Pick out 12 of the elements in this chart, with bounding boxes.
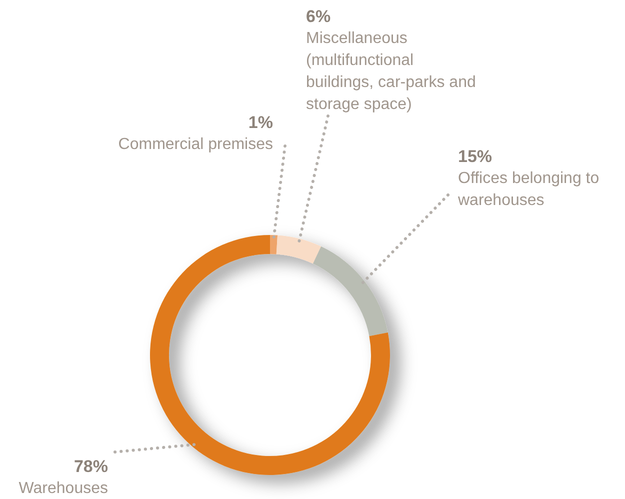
donut-slice: [150, 235, 390, 475]
donut-slice: [270, 235, 278, 254]
data-label: 1%: [248, 113, 273, 132]
donut-slice: [276, 235, 322, 264]
slice-label: Miscellaneous (multifunctional buildings, car-parks and storage space): [306, 30, 476, 113]
data-label: 78%: [74, 457, 108, 476]
data-label: 6%: [306, 7, 331, 26]
slice-label: Offices belonging to warehouses: [457, 170, 600, 209]
slice-label: Commercial premises: [118, 136, 273, 153]
donut-slice: [313, 246, 388, 336]
slice-label: Warehouses: [18, 480, 108, 497]
data-label: 15%: [458, 147, 492, 166]
